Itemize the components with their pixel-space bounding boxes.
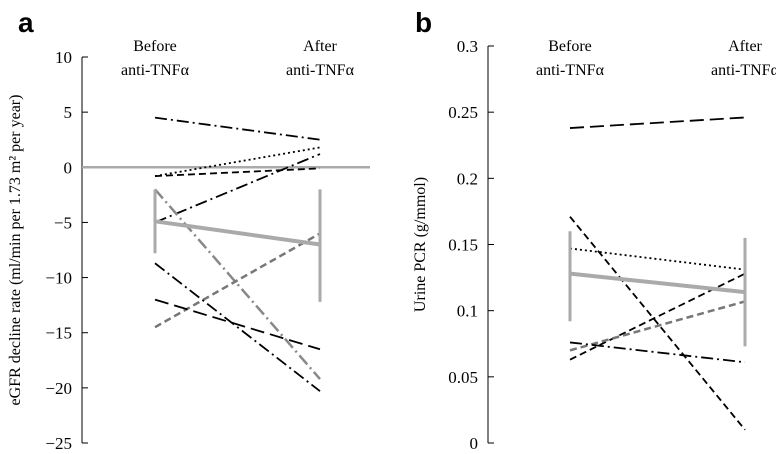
series-line-2 — [569, 247, 746, 271]
category-label: Before anti-TNFα — [121, 38, 190, 79]
panel-a: a −25 −20 −15 −10 −5 0 5 10 eGFR decline rate (ml… — [7, 7, 370, 453]
series-line-4 — [154, 153, 321, 224]
y-axis-label: eGFR decline rate (ml/min per 1.73 m² pe… — [7, 95, 24, 406]
y-tick-label: 0.05 — [448, 368, 478, 387]
series-line-3 — [569, 216, 746, 431]
y-tick-label: −15 — [45, 324, 72, 343]
series-line-1 — [154, 116, 321, 141]
series-line-5 — [569, 300, 746, 352]
series-line-4 — [569, 272, 746, 361]
y-tick-label: 0.1 — [457, 302, 478, 321]
y-tick-label: 0 — [64, 158, 73, 177]
series-line-5 — [154, 188, 321, 380]
series-line-6 — [154, 232, 321, 329]
y-tick-label: 0.2 — [457, 169, 478, 188]
series-line-8 — [154, 298, 321, 351]
panel-label: a — [18, 7, 34, 38]
category-label: After anti-TNFα — [711, 38, 776, 79]
series-line-7 — [154, 262, 321, 392]
y-tick-label: −25 — [45, 434, 72, 453]
y-tick-label: −10 — [45, 269, 72, 288]
series-line-6 — [569, 341, 746, 364]
y-tick-label: −20 — [45, 379, 72, 398]
y-axis-label: Urine PCR (g/mmol) — [412, 177, 429, 312]
y-tick-label: 0.3 — [457, 37, 478, 56]
category-label: Before anti-TNFα — [536, 38, 605, 79]
series-line-1 — [569, 116, 746, 129]
panel-label: b — [415, 7, 432, 38]
mean-line — [569, 271, 746, 295]
y-tick-label: 0 — [470, 434, 479, 453]
series-line-3 — [154, 167, 321, 178]
y-tick-label: 10 — [55, 48, 72, 67]
y-tick-label: 5 — [64, 103, 73, 122]
mean-line — [154, 219, 321, 247]
y-tick-label: −5 — [54, 213, 72, 232]
y-tick-label: 0.25 — [448, 103, 478, 122]
panel-b: b 0 0.05 0.1 0.15 0.2 0.25 0.3 Urine PCR (g/mmol… — [412, 7, 776, 453]
category-label: After anti-TNFα — [286, 38, 355, 79]
y-tick-label: 0.15 — [448, 236, 478, 255]
